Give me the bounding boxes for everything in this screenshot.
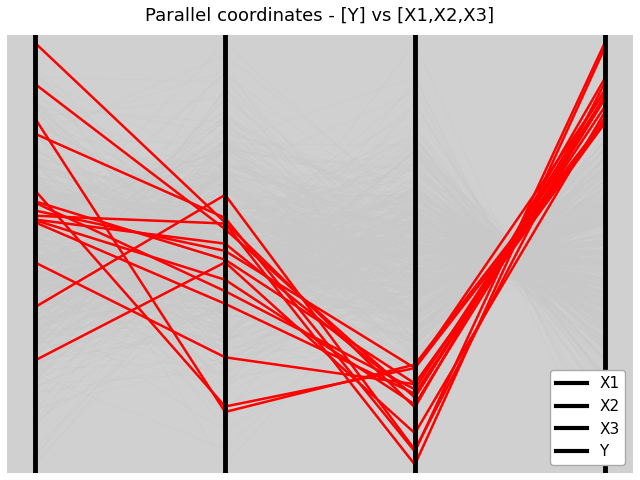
Legend: X1, X2, X3, Y: X1, X2, X3, Y [550,370,625,466]
Title: Parallel coordinates - [Y] vs [X1,X2,X3]: Parallel coordinates - [Y] vs [X1,X2,X3] [145,7,495,25]
